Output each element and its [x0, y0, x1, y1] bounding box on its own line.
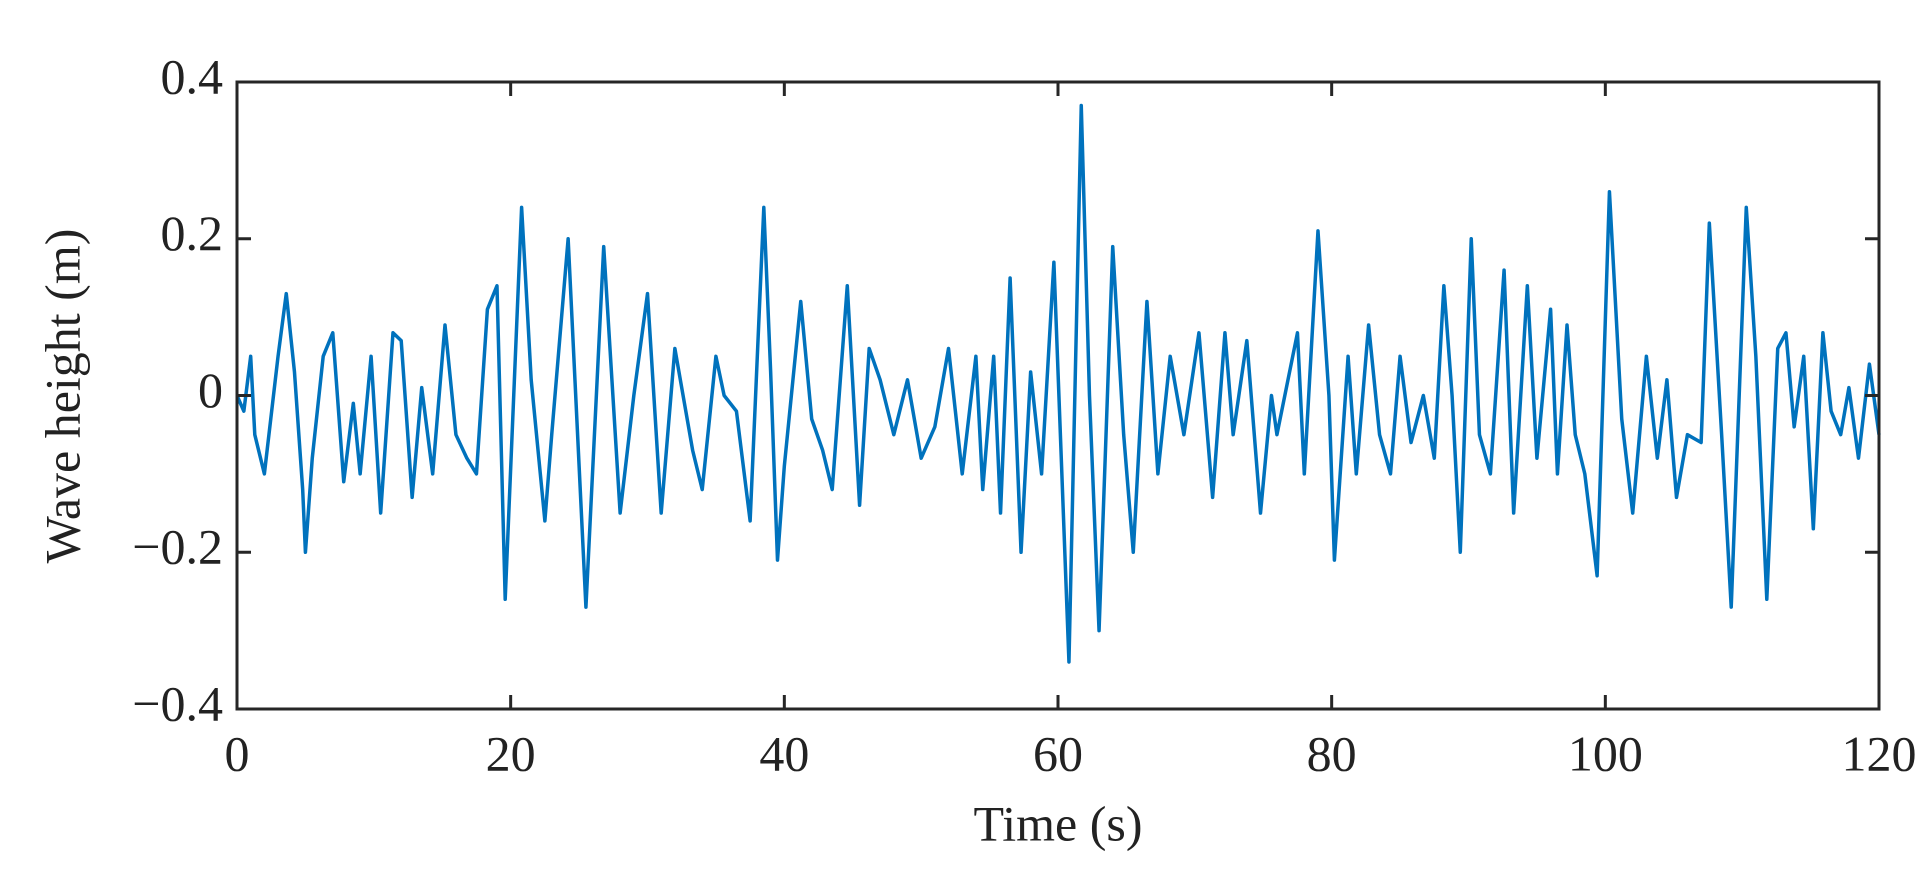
- y-axis-label: Wave height (m): [34, 229, 90, 564]
- x-tick-label: 120: [1842, 725, 1917, 781]
- x-tick-label: 60: [1033, 725, 1083, 781]
- x-tick-label: 0: [225, 725, 250, 781]
- x-tick-label: 40: [759, 725, 809, 781]
- x-tick-label: 100: [1568, 725, 1643, 781]
- y-tick-label: 0: [198, 362, 223, 418]
- x-tick-label: 80: [1307, 725, 1357, 781]
- y-tick-label: 0.2: [161, 205, 224, 261]
- y-tick-label: 0.4: [161, 48, 224, 104]
- x-tick-label: 20: [486, 725, 536, 781]
- x-axis-label: Time (s): [973, 795, 1142, 851]
- data-line: [235, 103, 1881, 664]
- y-tick-label: −0.2: [132, 519, 223, 575]
- y-tick-label: −0.4: [132, 675, 223, 731]
- plot-frame: [235, 80, 1881, 711]
